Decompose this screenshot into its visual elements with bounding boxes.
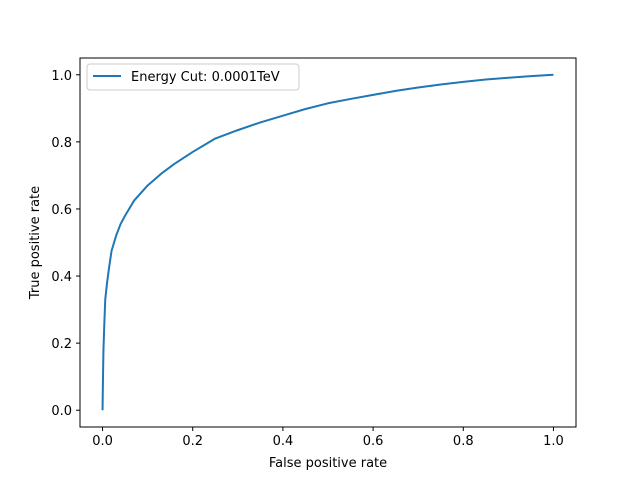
- x-tick-label: 0.2: [182, 434, 203, 449]
- x-axis-ticks: 0.0 0.2 0.4 0.6 0.8 1.0: [92, 427, 564, 449]
- y-tick-label: 0.4: [51, 270, 72, 285]
- x-tick-label: 0.0: [92, 434, 113, 449]
- x-tick-label: 1.0: [543, 434, 564, 449]
- y-axis-label: True positive rate: [28, 186, 43, 300]
- y-tick-label: 1.0: [51, 69, 72, 84]
- y-tick-label: 0.0: [51, 404, 72, 419]
- y-tick-label: 0.8: [51, 136, 72, 151]
- x-tick-label: 0.8: [453, 434, 474, 449]
- plot-background: [80, 58, 576, 427]
- series-layer: [101, 73, 554, 411]
- x-tick-label: 0.4: [273, 434, 294, 449]
- x-axis-label: False positive rate: [269, 456, 387, 471]
- y-tick-label: 0.2: [51, 337, 72, 352]
- x-tick-label: 0.6: [363, 434, 384, 449]
- y-axis-ticks: 0.0 0.2 0.4 0.6 0.8 1.0: [51, 69, 80, 419]
- legend-box: [86, 63, 300, 91]
- plot-frame: [79, 57, 577, 428]
- legend: Energy Cut: 0.0001TeV: [86, 63, 300, 91]
- series-line-0: [101, 73, 554, 411]
- y-tick-label: 0.6: [51, 203, 72, 218]
- legend-label: Energy Cut: 0.0001TeV: [131, 70, 280, 85]
